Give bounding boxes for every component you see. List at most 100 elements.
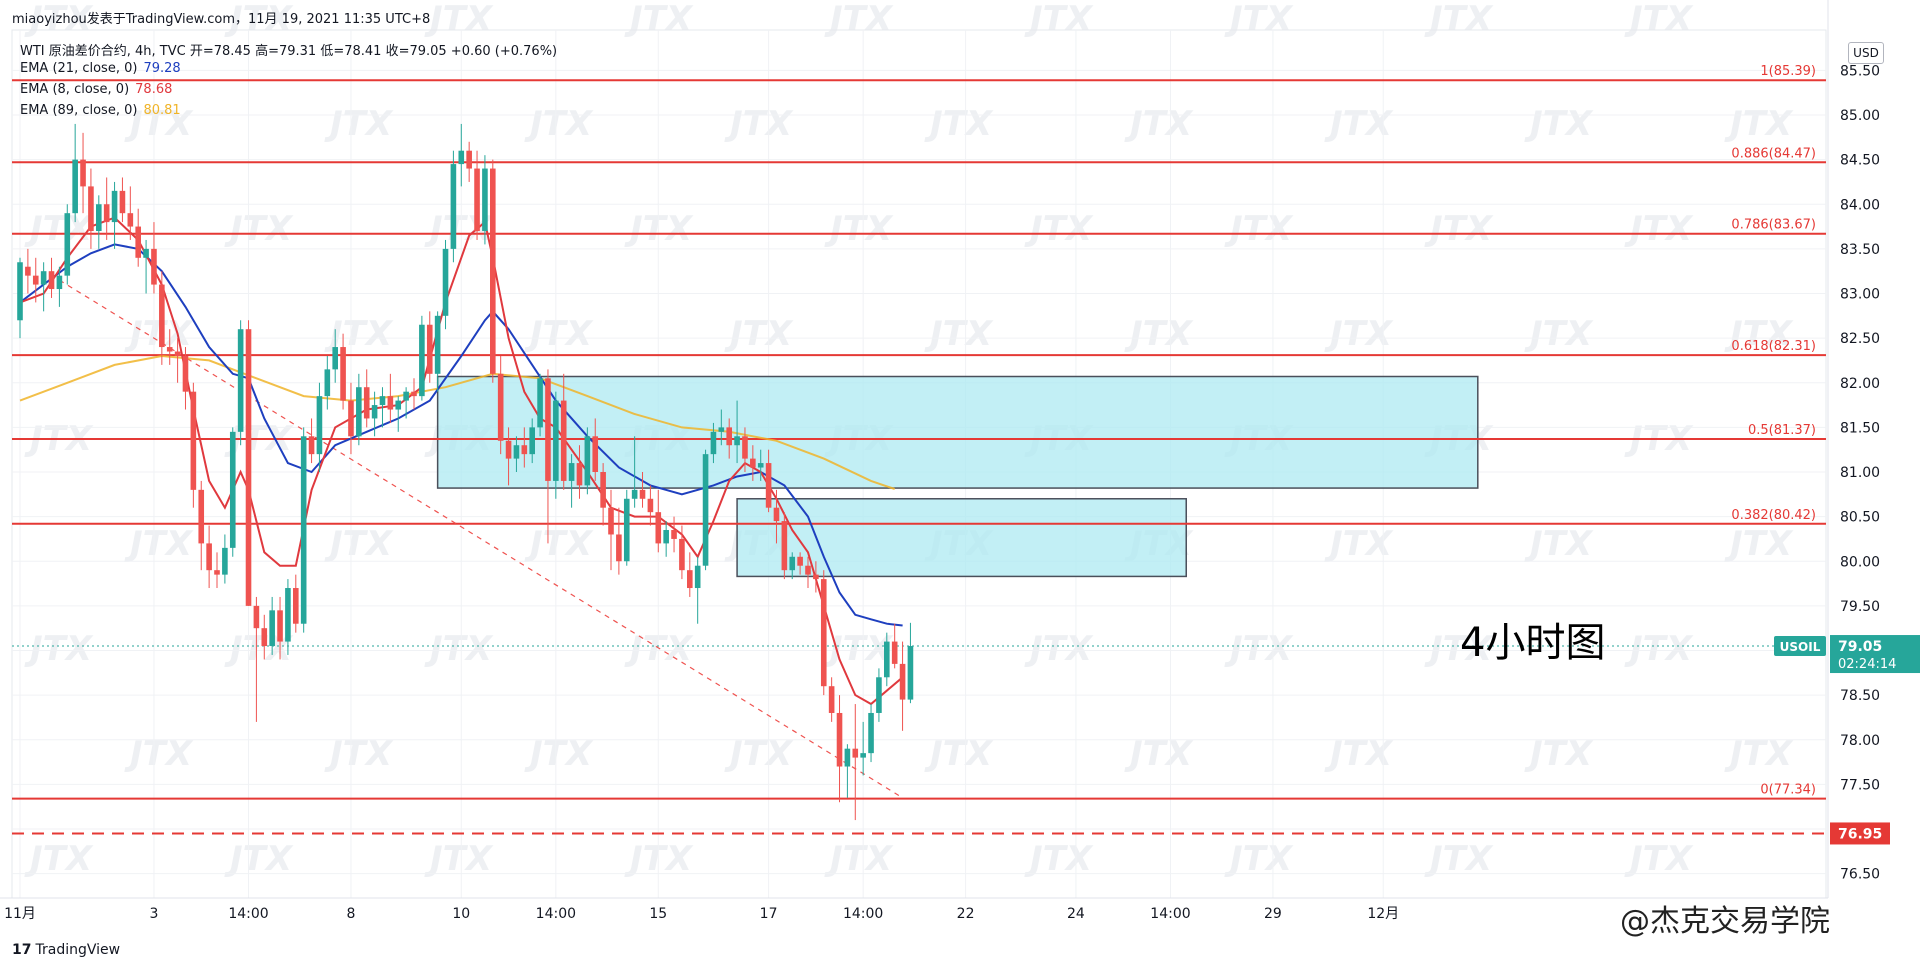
rectangle-zones[interactable]: [436, 375, 1479, 578]
candle-body[interactable]: [119, 190, 126, 214]
candle-body[interactable]: [560, 400, 567, 481]
candle-body[interactable]: [891, 641, 898, 664]
candle-body[interactable]: [32, 275, 39, 285]
candle-body[interactable]: [293, 588, 299, 624]
candle-body[interactable]: [576, 463, 583, 486]
candle-body[interactable]: [505, 440, 512, 459]
candle-body[interactable]: [387, 396, 394, 410]
candle-body[interactable]: [316, 396, 323, 455]
candle-body[interactable]: [135, 226, 141, 258]
candle-body[interactable]: [419, 324, 425, 397]
candle-body[interactable]: [710, 431, 717, 455]
candle-body[interactable]: [631, 489, 638, 499]
candle-body[interactable]: [395, 400, 402, 410]
candle-body[interactable]: [80, 159, 86, 187]
candle-body[interactable]: [190, 391, 197, 490]
price-axis[interactable]: 85.50 85.00 84.50 84.00 83.50 83.00 82.50 82.00…: [1774, 0, 1920, 973]
symbol-tag[interactable]: [1774, 636, 1826, 657]
candle-body[interactable]: [214, 570, 220, 575]
tradingview-logo[interactable]: 17 TradingView: [12, 942, 120, 958]
legend-ema8[interactable]: EMA (8, close, 0) 78.68: [20, 82, 172, 97]
candle-body[interactable]: [655, 512, 662, 544]
candle-body[interactable]: [308, 436, 315, 455]
candle-body[interactable]: [490, 168, 496, 374]
candle-body[interactable]: [229, 431, 236, 548]
legend-ema21[interactable]: EMA (21, close, 0) 79.28: [20, 61, 181, 76]
candle-body[interactable]: [702, 454, 709, 566]
candle-body[interactable]: [474, 168, 480, 232]
candle-body[interactable]: [466, 150, 472, 169]
candle-body[interactable]: [269, 610, 275, 647]
candle-body[interactable]: [206, 543, 212, 571]
candle-body[interactable]: [222, 547, 228, 575]
candle-body[interactable]: [458, 150, 465, 165]
candle-body[interactable]: [159, 284, 165, 348]
legend-ema89[interactable]: EMA (89, close, 0) 80.81: [20, 103, 181, 118]
candle-body[interactable]: [868, 712, 874, 754]
candle-body[interactable]: [166, 347, 173, 352]
candle-body[interactable]: [718, 427, 725, 432]
candle-body[interactable]: [513, 445, 520, 459]
candle-body[interactable]: [545, 378, 551, 481]
dashed-level-tag[interactable]: [1830, 822, 1890, 845]
candle-body[interactable]: [88, 186, 94, 232]
candle-body[interactable]: [96, 204, 102, 232]
candle-body[interactable]: [285, 588, 291, 642]
candle-body[interactable]: [647, 498, 654, 513]
candle-body[interactable]: [553, 400, 559, 481]
candle-body[interactable]: [482, 168, 488, 232]
candle-body[interactable]: [198, 489, 205, 544]
candle-body[interactable]: [332, 347, 338, 370]
candle-body[interactable]: [852, 748, 859, 758]
candle-body[interactable]: [671, 530, 677, 539]
candle-body[interactable]: [127, 213, 134, 227]
candle-body[interactable]: [261, 628, 268, 647]
candle-body[interactable]: [805, 565, 811, 575]
candle-body[interactable]: [497, 373, 504, 441]
candle-body[interactable]: [111, 190, 118, 223]
candle-body[interactable]: [694, 565, 701, 589]
candle-body[interactable]: [797, 556, 803, 566]
candle-body[interactable]: [623, 498, 630, 562]
time-axis[interactable]: 11月 3 14:00 8 10 14:00 15 17 14:00 22 24 14:00 29 12月: [0, 897, 1828, 922]
candle-body[interactable]: [584, 436, 591, 486]
candle-body[interactable]: [17, 262, 23, 321]
candle-body[interactable]: [750, 458, 756, 468]
candle-body[interactable]: [450, 164, 457, 249]
candle-body[interactable]: [174, 351, 181, 356]
candle-body[interactable]: [687, 570, 693, 589]
candle-body[interactable]: [411, 391, 417, 397]
candle-body[interactable]: [356, 387, 362, 437]
candle-body[interactable]: [600, 472, 606, 508]
candle-body[interactable]: [324, 369, 331, 397]
candle-body[interactable]: [608, 507, 614, 535]
candle-body[interactable]: [789, 556, 796, 571]
candle-body[interactable]: [340, 347, 346, 401]
candle-body[interactable]: [742, 436, 748, 459]
candle-body[interactable]: [403, 391, 409, 401]
candle-body[interactable]: [300, 436, 307, 624]
candle-body[interactable]: [899, 663, 906, 700]
candle-body[interactable]: [426, 324, 433, 374]
candle-body[interactable]: [568, 463, 575, 481]
candle-body[interactable]: [844, 748, 851, 767]
candle-body[interactable]: [371, 405, 378, 419]
candle-body[interactable]: [537, 378, 543, 428]
downtrend-line[interactable]: [59, 279, 903, 799]
candle-body[interactable]: [64, 213, 71, 276]
candle-body[interactable]: [726, 427, 732, 446]
candle-body[interactable]: [25, 266, 31, 276]
candle-body[interactable]: [521, 445, 528, 455]
candle-body[interactable]: [277, 610, 283, 642]
candle-body[interactable]: [765, 463, 772, 508]
candle-body[interactable]: [253, 605, 260, 629]
zone-rect-1[interactable]: [436, 375, 1479, 489]
candle-body[interactable]: [48, 271, 55, 290]
candle-body[interactable]: [442, 248, 449, 316]
candle-body[interactable]: [182, 355, 189, 392]
fib-levels[interactable]: 1(85.39) 0.886(84.47) 0.786(83.67) 0.618(82…: [12, 64, 1826, 835]
candle-body[interactable]: [151, 248, 157, 285]
candle-body[interactable]: [529, 427, 535, 455]
candle-body[interactable]: [813, 574, 819, 580]
